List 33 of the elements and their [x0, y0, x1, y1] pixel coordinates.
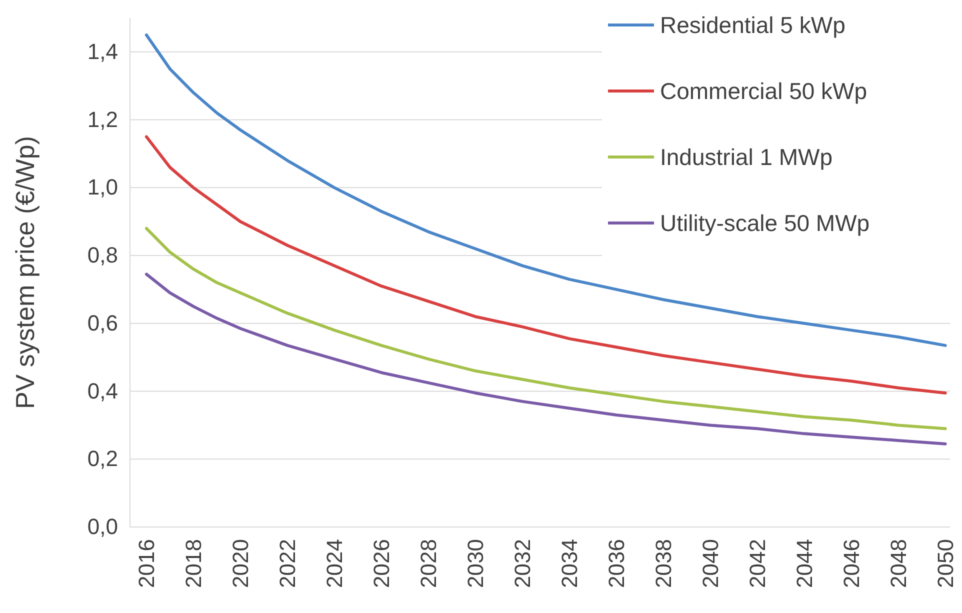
- y-tick-label: 1,4: [87, 38, 118, 64]
- y-tick-label: 0,0: [87, 514, 118, 540]
- x-tick-label: 2026: [369, 539, 394, 588]
- legend-label: Residential 5 kWp: [660, 12, 846, 38]
- x-tick-label: 2040: [698, 539, 724, 588]
- y-axis-title: PV system price (€/Wp): [10, 136, 40, 410]
- y-tick-label: 0,2: [87, 446, 118, 472]
- y-tick-label: 0,6: [87, 310, 118, 336]
- x-tick-label: 2016: [134, 539, 160, 588]
- x-tick-label: 2020: [228, 539, 254, 588]
- x-tick-label: 2032: [510, 539, 536, 588]
- legend-label: Industrial 1 MWp: [660, 144, 833, 170]
- x-tick-label: 2030: [463, 539, 488, 588]
- x-tick-label: 2028: [416, 539, 442, 588]
- line-series: [144, 272, 947, 446]
- x-tick-label: 2038: [651, 539, 676, 588]
- x-tick-label: 2046: [839, 539, 864, 588]
- x-tick-label: 2022: [275, 539, 300, 588]
- line-series: [144, 135, 947, 394]
- y-tick-label: 1,2: [87, 106, 118, 132]
- y-tick-label: 1,0: [87, 174, 118, 200]
- legend-label: Commercial 50 kWp: [660, 78, 868, 104]
- x-tick-label: 2036: [604, 539, 630, 588]
- x-tick-label: 2048: [886, 539, 912, 588]
- x-tick-label: 2044: [792, 539, 818, 588]
- x-tick-label: 2024: [322, 539, 348, 588]
- x-tick-label: 2050: [933, 539, 958, 588]
- y-tick-label: 0,8: [87, 242, 118, 268]
- y-tick-label: 0,4: [87, 378, 118, 404]
- x-tick-label: 2042: [745, 539, 770, 588]
- legend-label: Utility-scale 50 MWp: [660, 210, 870, 236]
- x-tick-label: 2018: [181, 539, 206, 588]
- x-tick-label: 2034: [557, 539, 582, 588]
